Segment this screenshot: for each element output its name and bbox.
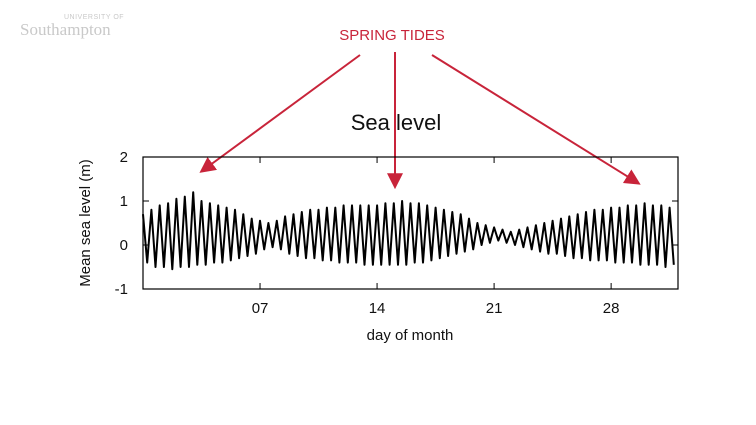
annotation-arrow-left — [199, 54, 361, 173]
x-axis-ticks: 07 14 21 28 — [252, 157, 620, 317]
x-tick-label: 14 — [369, 300, 386, 317]
y-tick-label: -1 — [115, 281, 128, 298]
sea-level-line — [142, 191, 675, 271]
y-axis-label: Mean sea level (m) — [77, 159, 94, 287]
chart-title: Sea level — [351, 110, 442, 135]
annotation-arrow-right — [431, 54, 641, 185]
logo-southampton: Southampton — [20, 20, 111, 39]
x-tick-label: 07 — [252, 300, 269, 317]
x-tick-label: 21 — [486, 300, 503, 317]
x-axis-label: day of month — [367, 327, 454, 344]
y-axis-ticks: 2 1 0 -1 — [115, 149, 678, 298]
x-tick-label: 28 — [603, 300, 620, 317]
plot-frame — [142, 156, 679, 290]
y-tick-label: 2 — [120, 149, 128, 166]
y-tick-label: 0 — [120, 237, 128, 254]
logo-university-of: UNIVERSITY OF — [64, 14, 125, 21]
annotation-text: SPRING TIDES — [339, 27, 445, 44]
y-tick-label: 1 — [120, 193, 128, 210]
